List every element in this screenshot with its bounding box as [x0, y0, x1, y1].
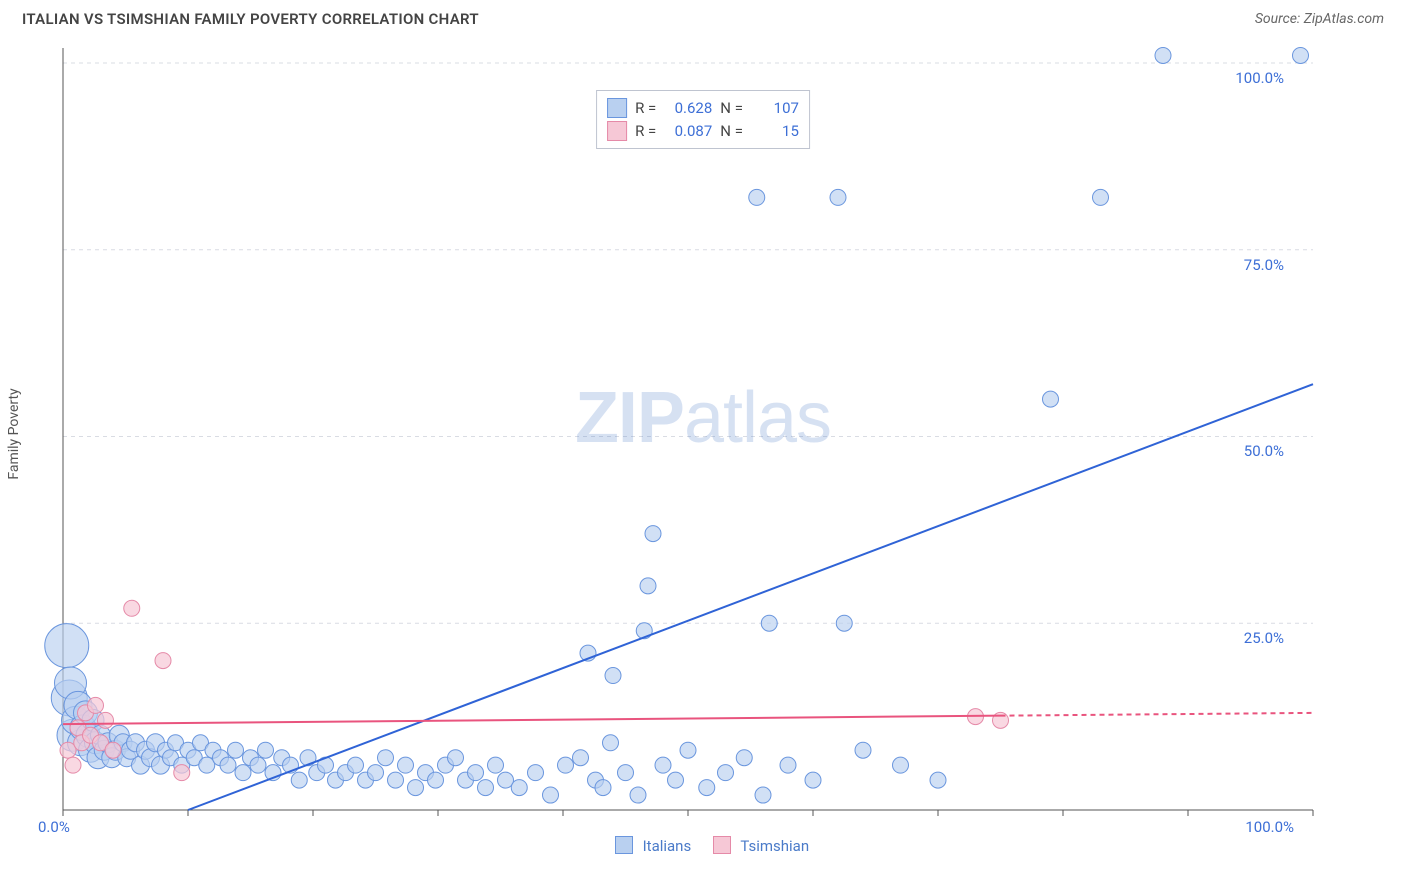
r-value-italians: 0.628	[664, 97, 712, 120]
stats-row-italians: R = 0.628 N = 107	[607, 97, 799, 120]
y-axis-label: Family Poverty	[6, 388, 22, 479]
legend-swatch-tsimshian	[713, 836, 731, 854]
stats-legend: R = 0.628 N = 107 R = 0.087 N = 15	[596, 90, 810, 149]
plot-container: Family Poverty R = 0.628 N = 107 R = 0.0…	[0, 34, 1406, 834]
n-value-tsimshian: 15	[751, 120, 799, 143]
r-value-tsimshian: 0.087	[664, 120, 712, 143]
legend-label-tsimshian: Tsimshian	[740, 837, 809, 855]
swatch-italians	[607, 98, 627, 118]
swatch-tsimshian	[607, 121, 627, 141]
series-legend: Italians Tsimshian	[0, 836, 1406, 855]
stats-row-tsimshian: R = 0.087 N = 15	[607, 120, 799, 143]
chart-title: ITALIAN VS TSIMSHIAN FAMILY POVERTY CORR…	[22, 10, 479, 28]
n-value-italians: 107	[751, 97, 799, 120]
chart-source: Source: ZipAtlas.com	[1255, 11, 1384, 27]
scatter-plot	[23, 34, 1383, 834]
chart-header: ITALIAN VS TSIMSHIAN FAMILY POVERTY CORR…	[0, 0, 1406, 34]
legend-label-italians: Italians	[643, 837, 692, 855]
legend-swatch-italians	[615, 836, 633, 854]
